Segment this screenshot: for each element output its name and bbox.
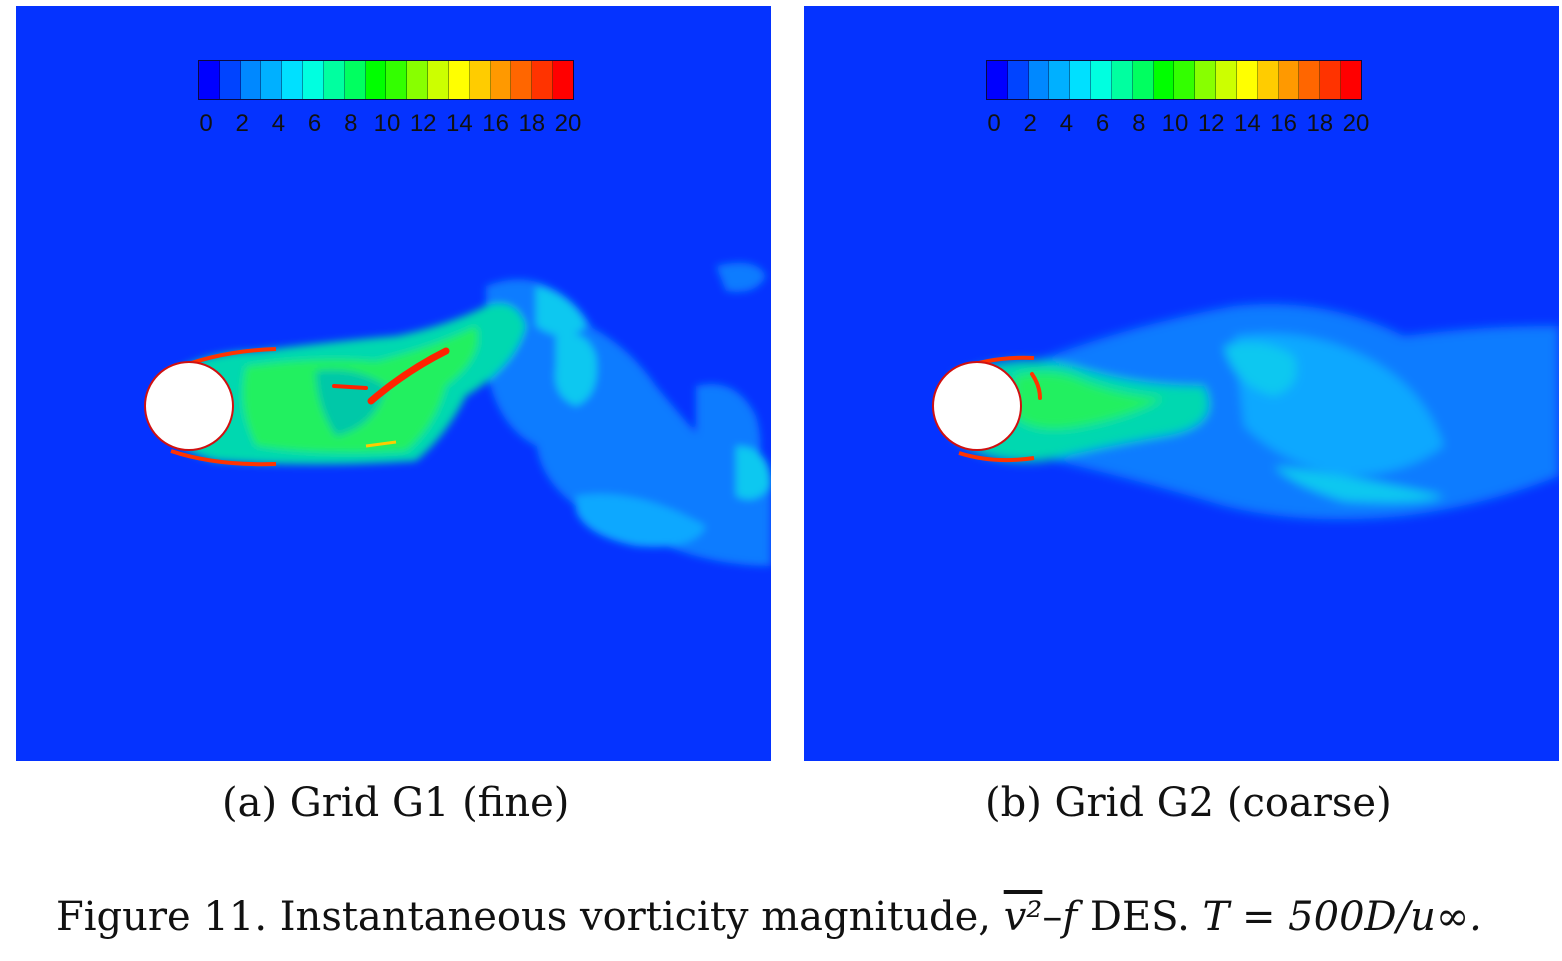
cylinder-shape	[144, 361, 234, 451]
colorbar-segment	[1174, 61, 1196, 99]
colorbar-segment	[532, 61, 554, 99]
colorbar-segment	[1195, 61, 1217, 99]
colorbar-segment	[1132, 61, 1154, 99]
colorbar-tick-label: 2	[1023, 110, 1037, 137]
colorbar-tick-label: 16	[482, 110, 509, 137]
colorbar-tick-label: 4	[1059, 110, 1074, 137]
colorbar-segment	[987, 61, 1008, 99]
colorbar-tick-label: 18	[1306, 110, 1334, 137]
colorbar-segment	[1111, 61, 1133, 99]
colorbar-segment	[365, 61, 387, 99]
vorticity-plot-g1: 0 2 4 6 8 10 12 14 16 18 20	[16, 6, 771, 761]
colorbar-tick-label: 0	[987, 110, 1001, 137]
colorbar-tick-label: 20	[554, 110, 582, 137]
vorticity-plot-g2: 0 2 4 6 8 10 12 14 16 18 20	[804, 6, 1559, 761]
colorbar-segment	[1049, 61, 1071, 99]
colorbar-segment	[303, 61, 324, 99]
colorbar-tick-label: 14	[446, 110, 473, 137]
figure-caption-equation: T = 500D/u∞.	[1202, 894, 1482, 940]
colorbar-segment	[1153, 61, 1175, 99]
colorbar-tick-label: 2	[235, 110, 249, 137]
colorbar-ticks: 0 2 4 6 8 10 12 14 16 18 20	[192, 110, 582, 137]
colorbar-segment	[386, 61, 408, 99]
colorbar-tick-label: 14	[1234, 110, 1261, 137]
vorticity-field-g2	[932, 304, 1559, 520]
colorbar	[986, 60, 1362, 100]
colorbar-segment	[199, 61, 220, 99]
colorbar-segment	[1028, 61, 1050, 99]
colorbar-segment	[490, 61, 512, 99]
colorbar-tick-label: 8	[344, 110, 358, 137]
figure-caption-prefix: Figure 11. Instantaneous vorticity magni…	[56, 894, 1004, 940]
colorbar-segment	[240, 61, 262, 99]
subfigure-caption-a: (a) Grid G1 (fine)	[222, 780, 570, 826]
colorbar-segment	[219, 61, 241, 99]
colorbar-tick-label: 12	[1197, 110, 1225, 137]
colorbar-segment	[1007, 61, 1029, 99]
colorbar-tick-label: 0	[199, 110, 213, 137]
colorbar-segment	[1299, 61, 1321, 99]
colorbar-segment	[323, 61, 345, 99]
colorbar-tick-label: 8	[1132, 110, 1146, 137]
colorbar-segment	[1257, 61, 1279, 99]
colorbar-segment	[469, 61, 491, 99]
colorbar-tick-label: 6	[1095, 110, 1110, 137]
colorbar-tick-label: 4	[271, 110, 286, 137]
colorbar-tick-label: 10	[373, 110, 401, 137]
colorbar-segment	[1320, 61, 1342, 99]
colorbar-segment	[1216, 61, 1237, 99]
cylinder-shape	[932, 361, 1022, 451]
colorbar-segment	[1341, 61, 1361, 99]
colorbar-tick-label: 16	[1270, 110, 1297, 137]
colorbar-segment	[1236, 61, 1258, 99]
colorbar-ticks: 0 2 4 6 8 10 12 14 16 18 20	[980, 110, 1370, 137]
colorbar-tick-label: 20	[1342, 110, 1370, 137]
colorbar	[198, 60, 574, 100]
colorbar-tick-label: 18	[518, 110, 546, 137]
figure-caption-dash: –	[1042, 894, 1063, 940]
colorbar-segment	[1091, 61, 1112, 99]
figure-caption-v2: v²	[1003, 894, 1043, 940]
colorbar-segment	[282, 61, 304, 99]
colorbar-segment	[428, 61, 449, 99]
vorticity-field-g1	[144, 262, 771, 566]
colorbar-tick-label: 6	[307, 110, 322, 137]
figure-caption: Figure 11. Instantaneous vorticity magni…	[56, 894, 1482, 940]
colorbar-tick-label: 10	[1161, 110, 1189, 137]
colorbar-segment	[261, 61, 283, 99]
subfigure-caption-b: (b) Grid G2 (coarse)	[985, 780, 1392, 826]
colorbar-segment	[511, 61, 533, 99]
colorbar-segment	[1278, 61, 1300, 99]
colorbar-segment	[407, 61, 429, 99]
colorbar-segment	[448, 61, 470, 99]
colorbar-segment	[344, 61, 366, 99]
colorbar-segment	[1070, 61, 1092, 99]
colorbar-segment	[553, 61, 573, 99]
figure-caption-f: f	[1062, 894, 1078, 940]
colorbar-tick-label: 12	[409, 110, 437, 137]
figure-caption-des: DES.	[1077, 894, 1203, 940]
